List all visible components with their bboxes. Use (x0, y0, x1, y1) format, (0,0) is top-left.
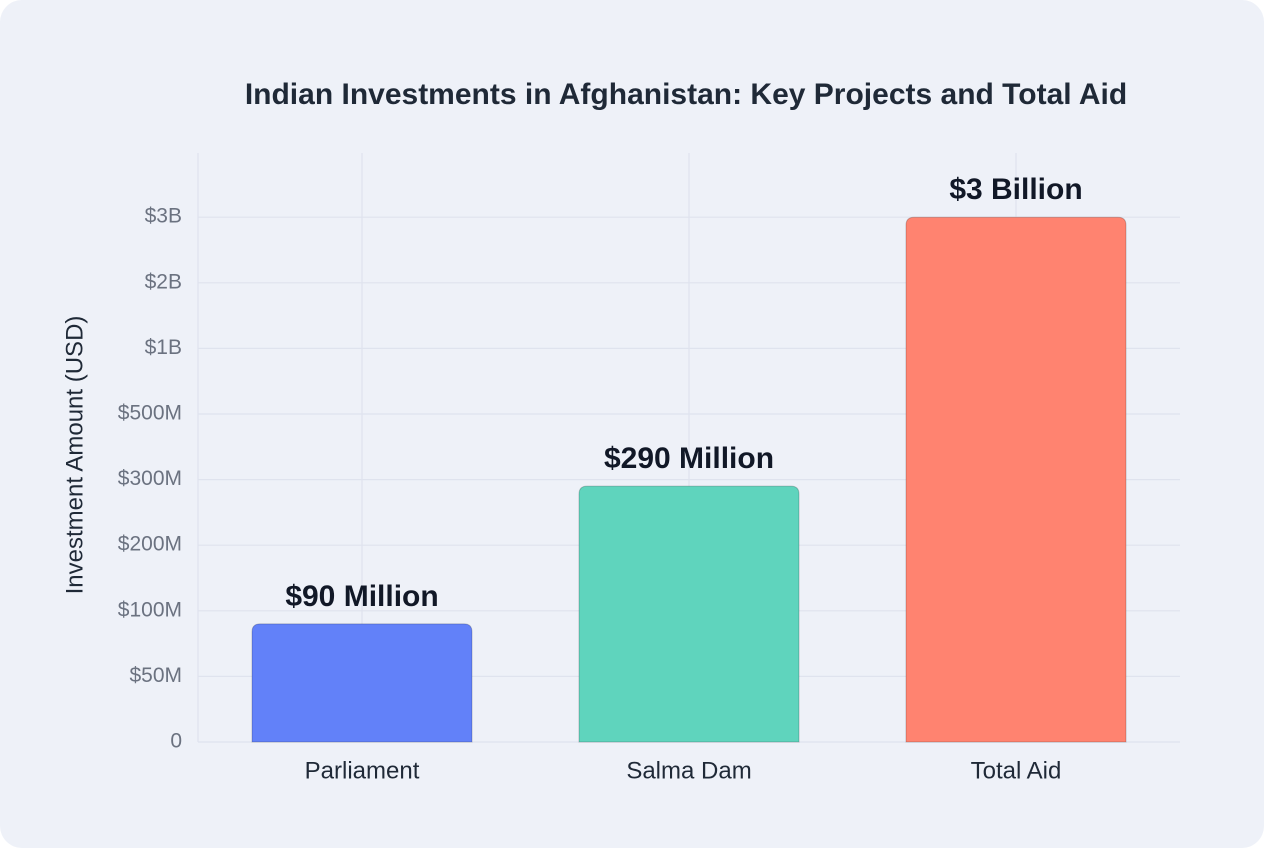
y-tick-label: $2B (145, 270, 182, 293)
value-label: $90 Million (285, 580, 438, 613)
y-tick-label: $50M (129, 664, 182, 687)
bar (905, 216, 1127, 743)
x-tick-label: Total Aid (971, 757, 1062, 784)
chart-title: Indian Investments in Afghanistan: Key P… (245, 78, 1127, 111)
y-tick-label: 0 (170, 730, 182, 753)
value-label: $3 Billion (949, 173, 1082, 206)
x-tick-label: Parliament (305, 757, 420, 784)
y-tick-label: $1B (145, 336, 182, 359)
y-tick-label: $300M (118, 467, 182, 490)
y-tick-label: $3B (145, 205, 182, 228)
y-tick-label: $200M (118, 533, 182, 556)
y-tick-label: $500M (118, 402, 182, 425)
y-tick-label: $100M (118, 598, 182, 621)
value-label: $290 Million (604, 442, 774, 475)
y-axis-label: Investment Amount (USD) (61, 316, 88, 595)
bar (578, 485, 800, 743)
x-tick-label: Salma Dam (626, 757, 751, 784)
bar (251, 623, 473, 743)
